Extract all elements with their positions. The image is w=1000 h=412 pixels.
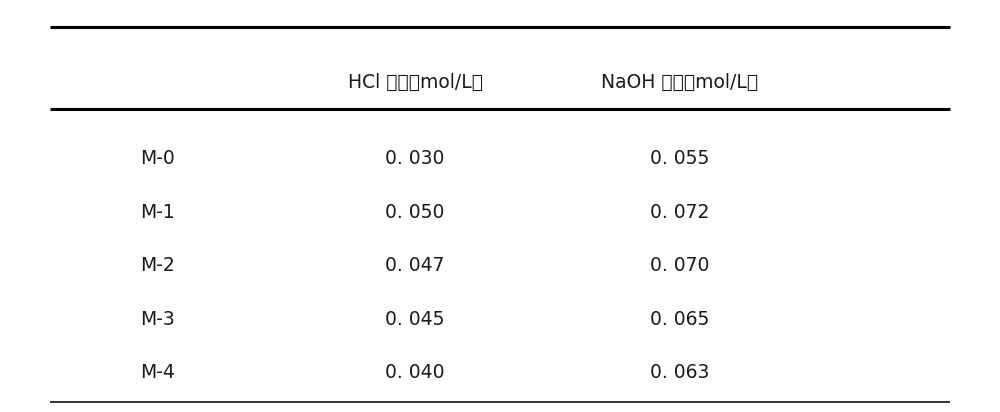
Text: NaOH 产量（mol/L）: NaOH 产量（mol/L）	[601, 73, 759, 92]
Text: 0. 047: 0. 047	[385, 256, 445, 275]
Text: 0. 045: 0. 045	[385, 310, 445, 329]
Text: 0. 055: 0. 055	[650, 149, 710, 168]
Text: M-1: M-1	[140, 203, 175, 222]
Text: M-2: M-2	[140, 256, 175, 275]
Text: 0. 030: 0. 030	[385, 149, 445, 168]
Text: M-4: M-4	[140, 363, 175, 382]
Text: 0. 040: 0. 040	[385, 363, 445, 382]
Text: M-3: M-3	[140, 310, 175, 329]
Text: 0. 072: 0. 072	[650, 203, 710, 222]
Text: 0. 070: 0. 070	[650, 256, 710, 275]
Text: HCl 产量（mol/L）: HCl 产量（mol/L）	[348, 73, 482, 92]
Text: M-0: M-0	[140, 149, 175, 168]
Text: 0. 063: 0. 063	[650, 363, 710, 382]
Text: 0. 050: 0. 050	[385, 203, 445, 222]
Text: 0. 065: 0. 065	[650, 310, 710, 329]
